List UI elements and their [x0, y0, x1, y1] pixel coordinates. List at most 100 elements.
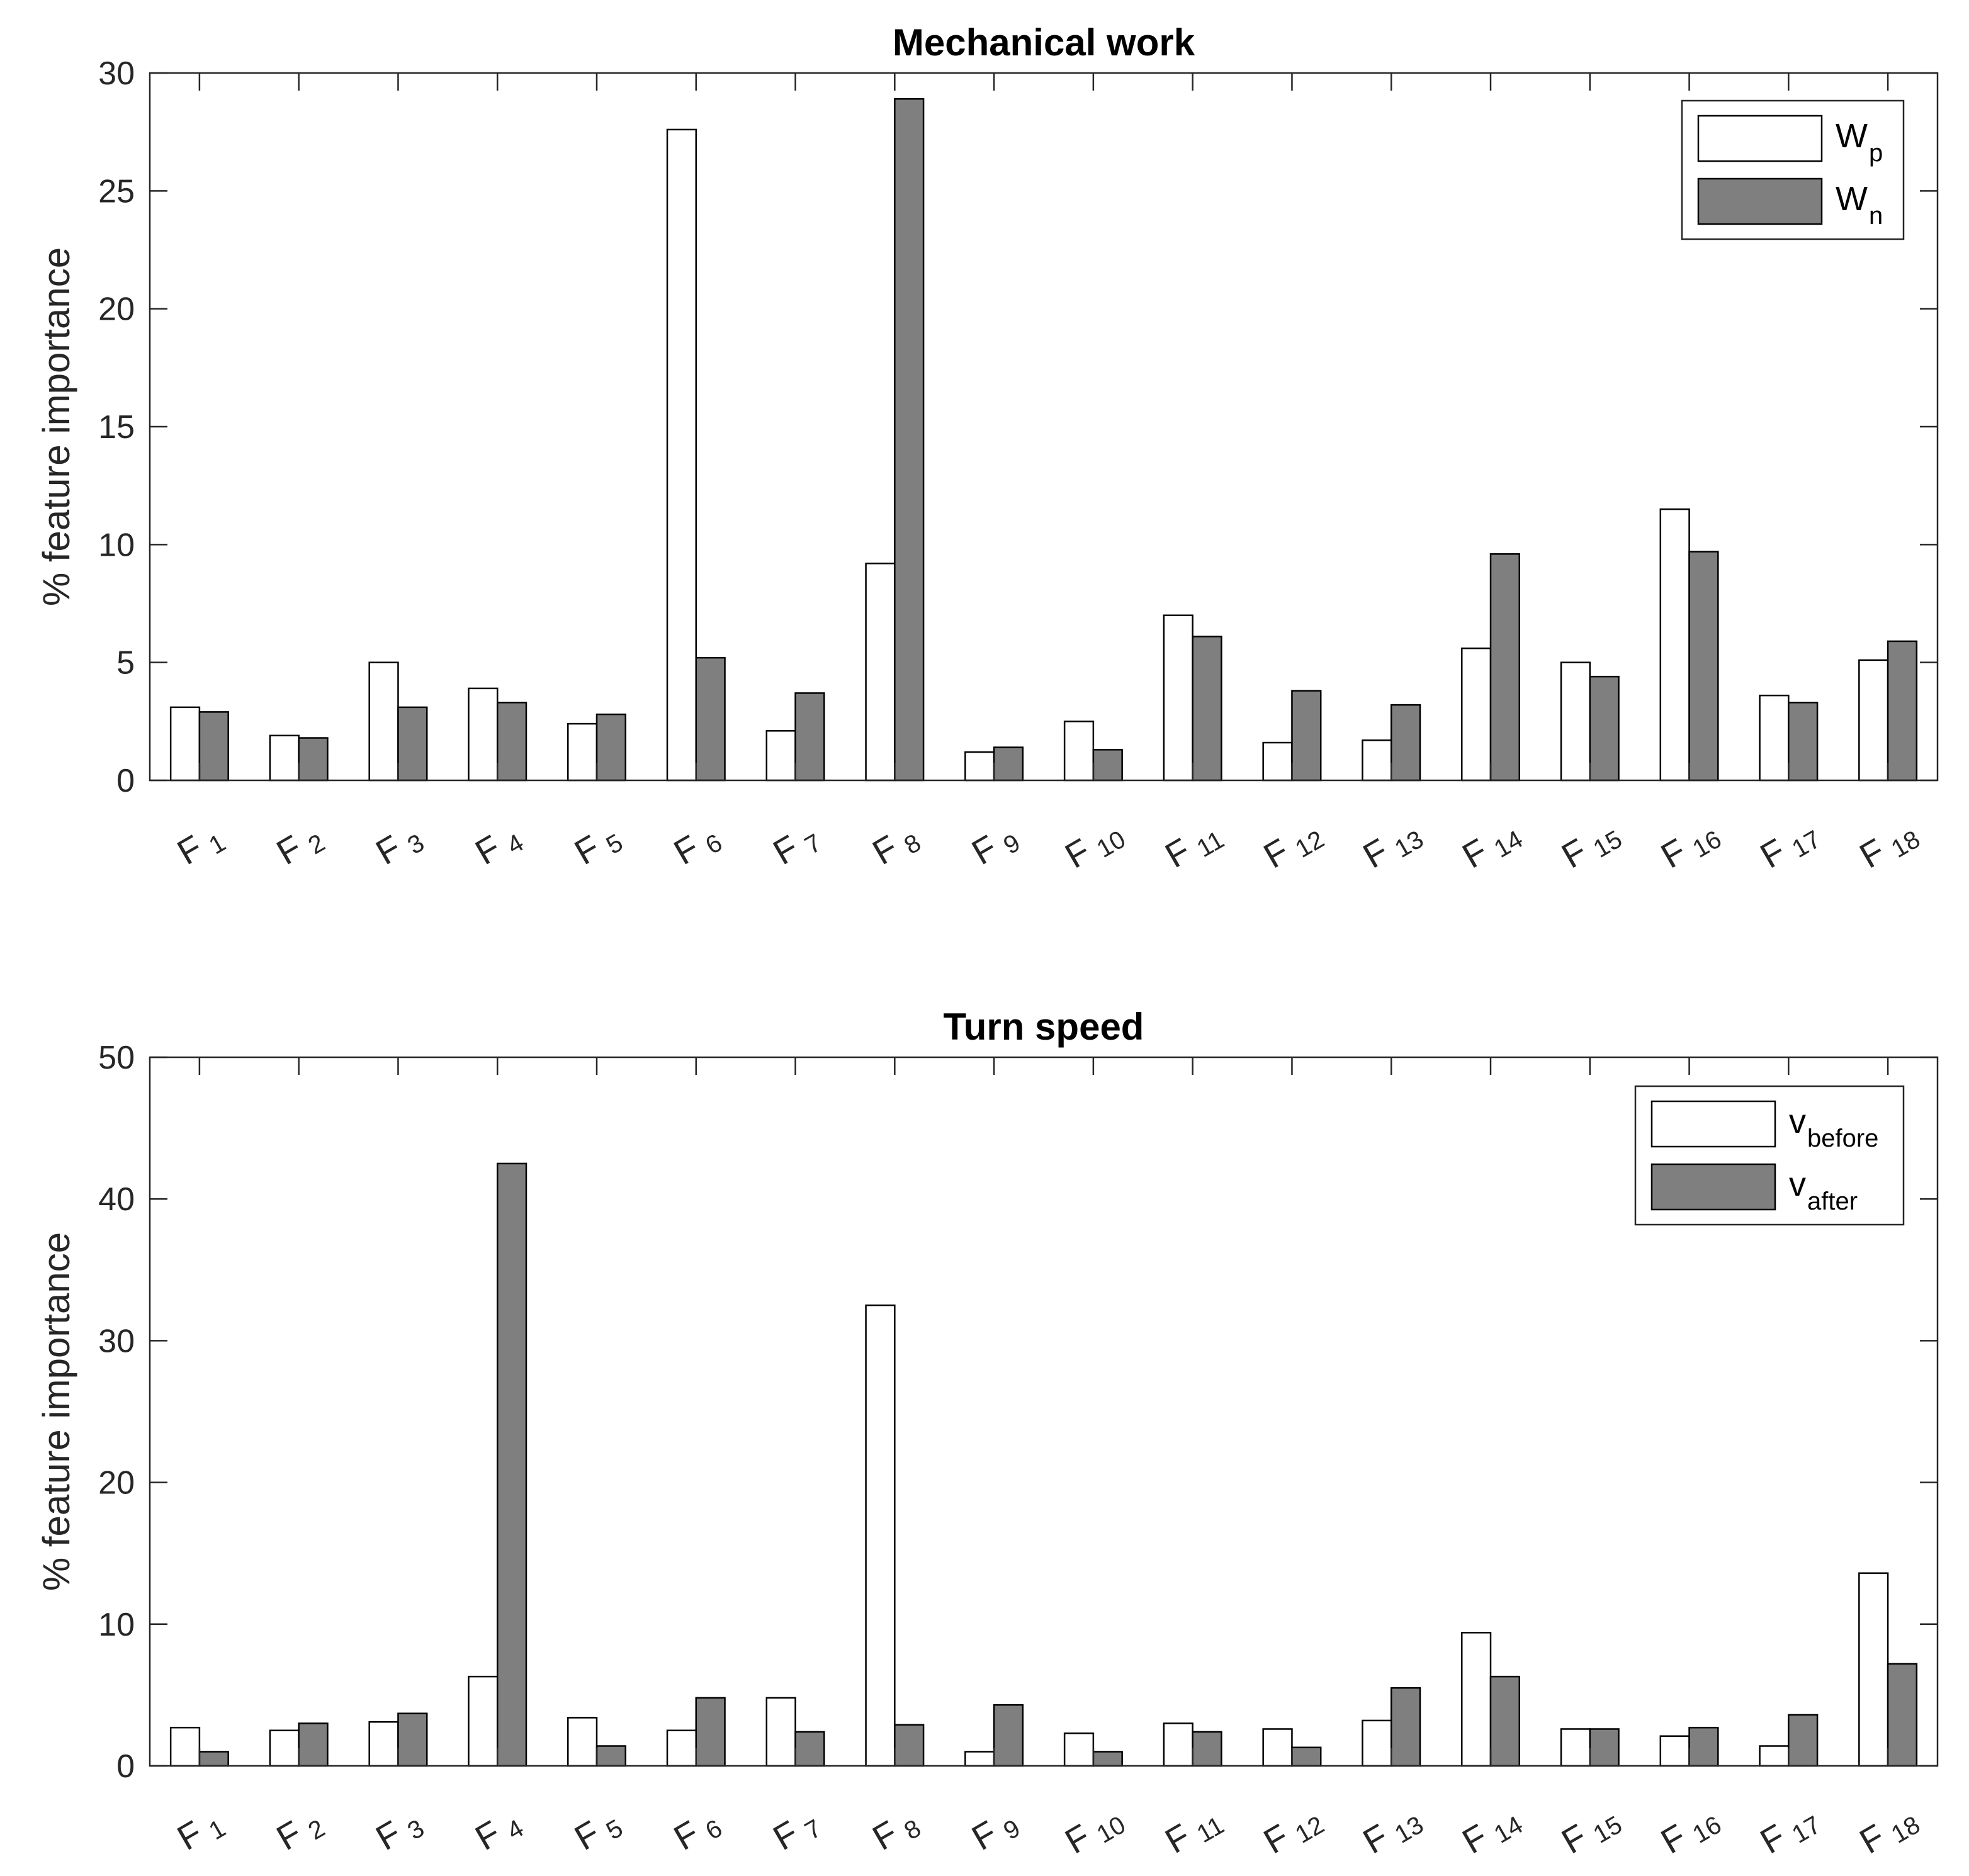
y-tick-label: 25: [98, 173, 135, 210]
bar-W_n-F3: [397, 706, 428, 782]
bar-v_after-F13: [1390, 1687, 1421, 1767]
bar-v_before-F13: [1362, 1719, 1392, 1767]
y-tick-label: 30: [98, 1323, 135, 1359]
y-tick-label: 50: [98, 1040, 135, 1076]
legend: Wp Wn: [1681, 99, 1905, 240]
bar-v_after-F2: [298, 1722, 329, 1767]
bar-W_n-F1: [198, 711, 229, 782]
bar-v_after-F9: [993, 1704, 1024, 1767]
bar-W_n-F5: [595, 713, 627, 782]
y-tick-label: 5: [116, 645, 135, 682]
bar-v_after-F16: [1688, 1726, 1719, 1767]
bar-v_before-F4: [468, 1675, 499, 1767]
bar-W_n-F2: [298, 737, 329, 782]
bar-W_n-F13: [1390, 704, 1421, 782]
bar-v_after-F4: [496, 1162, 528, 1767]
x-tick-label: F13: [1357, 812, 1428, 879]
x-tick-label: F18: [1853, 812, 1924, 879]
x-tick-label: F5: [568, 1801, 628, 1860]
bar-W_n-F15: [1589, 675, 1620, 782]
bar-v_after-F6: [695, 1697, 726, 1767]
x-tick-label: F15: [1555, 1798, 1627, 1864]
x-tick-label: F8: [866, 816, 925, 875]
x-tick-label: F2: [270, 1801, 330, 1860]
legend-label-W_p: Wp: [1836, 117, 1883, 167]
plot-frame: [149, 1056, 1939, 1767]
legend-label-W_n: Wn: [1836, 180, 1883, 230]
x-tick-label: F13: [1357, 1798, 1428, 1864]
bar-W_p-F11: [1163, 614, 1193, 782]
y-tick-label: 10: [98, 1607, 135, 1643]
x-tick-label: F1: [171, 816, 230, 875]
x-tick-label: F2: [270, 816, 330, 875]
y-tick-label: 40: [98, 1181, 135, 1218]
bar-W_p-F1: [169, 706, 201, 782]
x-tick-label: F10: [1058, 1798, 1130, 1864]
bar-W_p-F8: [865, 563, 896, 782]
bar-W_n-F7: [794, 692, 825, 782]
x-tick-label: F14: [1455, 812, 1527, 879]
x-tick-label: F18: [1853, 1798, 1924, 1864]
bar-v_after-F1: [198, 1751, 229, 1767]
bar-v_after-F3: [397, 1712, 428, 1767]
bar-W_p-F10: [1063, 721, 1095, 782]
x-tick-label: F12: [1257, 812, 1329, 879]
x-tick-label: F6: [667, 816, 727, 875]
bar-v_before-F9: [964, 1751, 995, 1767]
y-tick-label: 30: [98, 55, 135, 92]
x-tick-label: F4: [468, 816, 528, 875]
bar-v_before-F2: [269, 1729, 300, 1767]
bar-W_p-F3: [368, 661, 399, 782]
bar-v_before-F18: [1858, 1572, 1889, 1767]
x-tick-label: F5: [568, 816, 628, 875]
x-tick-label: F16: [1654, 1798, 1726, 1864]
bar-W_n-F11: [1192, 636, 1222, 782]
chart-panel-2: Turn speed % feature importance 0 10 20 30 40 5…: [35, 1006, 1939, 1864]
y-tick-label: 10: [98, 527, 135, 563]
bar-v_before-F5: [567, 1717, 598, 1767]
x-tick-label: F6: [667, 1801, 727, 1860]
bar-W_n-F10: [1092, 749, 1123, 782]
bar-v_before-F16: [1659, 1735, 1690, 1767]
chart-title: Turn speed: [944, 1006, 1144, 1048]
bar-v_before-F3: [368, 1721, 399, 1767]
x-tick-label: F15: [1555, 812, 1627, 879]
bar-v_before-F12: [1262, 1728, 1293, 1767]
bar-v_before-F15: [1560, 1728, 1591, 1767]
bar-W_p-F17: [1759, 694, 1790, 782]
bar-v_after-F12: [1291, 1746, 1322, 1767]
bar-W_p-F2: [269, 734, 300, 782]
bar-v_after-F14: [1489, 1675, 1521, 1767]
x-tick-label: F7: [767, 1801, 827, 1860]
x-tick-label: F8: [866, 1801, 925, 1860]
legend-swatch-v_after: [1650, 1163, 1776, 1211]
bar-W_p-F13: [1362, 739, 1392, 782]
bar-W_n-F18: [1887, 640, 1918, 782]
bar-v_before-F7: [765, 1697, 796, 1767]
x-tick-label: F9: [965, 816, 1025, 875]
x-tick-label: F16: [1654, 812, 1726, 879]
bar-v_before-F10: [1063, 1732, 1095, 1767]
y-tick-label: 20: [98, 1465, 135, 1502]
bar-W_n-F12: [1291, 690, 1322, 782]
legend: vbefore vafter: [1634, 1085, 1905, 1226]
x-tick-label: F11: [1158, 812, 1229, 878]
bar-W_p-F4: [468, 687, 499, 782]
x-tick-label: F1: [171, 1801, 230, 1860]
bar-W_p-F16: [1659, 508, 1690, 782]
x-tick-label: F3: [369, 1801, 429, 1860]
bar-W_p-F15: [1560, 661, 1591, 782]
bar-v_after-F8: [894, 1724, 925, 1767]
legend-swatch-v_before: [1650, 1100, 1776, 1148]
legend-swatch-W_n: [1697, 177, 1823, 225]
bar-W_n-F17: [1788, 702, 1819, 782]
y-tick-label: 15: [98, 409, 135, 446]
x-tick-label: F12: [1257, 1798, 1329, 1864]
bar-v_before-F1: [169, 1726, 201, 1767]
bar-v_before-F17: [1759, 1745, 1790, 1767]
y-tick-label: 0: [116, 763, 135, 799]
bar-W_n-F14: [1489, 553, 1521, 782]
x-tick-label: F4: [468, 1801, 528, 1860]
bar-W_n-F4: [496, 702, 528, 782]
bar-W_n-F8: [894, 98, 925, 782]
